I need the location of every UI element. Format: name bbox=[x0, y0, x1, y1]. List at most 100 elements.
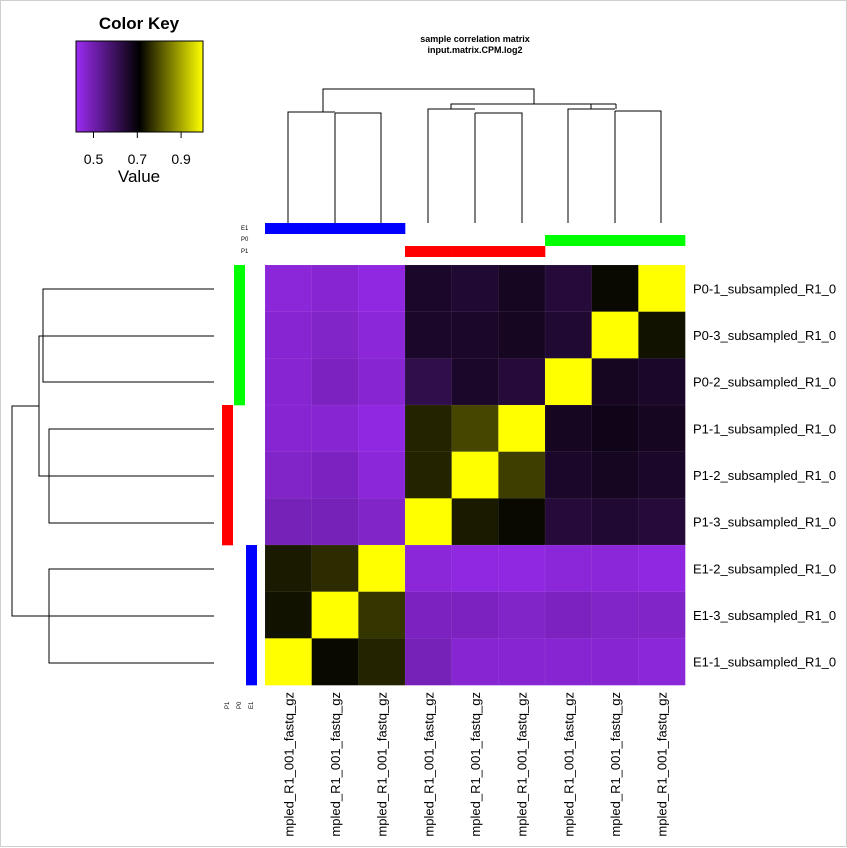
row-label: P0-1_subsampled_R1_0 bbox=[693, 281, 836, 296]
heatmap-cell-r2-c6 bbox=[498, 311, 546, 359]
color-key: Color Key 0.5 0.7 0.9 Value bbox=[75, 14, 204, 186]
column-label: mpled_R1_001_fastq_gz bbox=[375, 692, 390, 837]
heatmap-cell-r3-c8 bbox=[591, 358, 639, 406]
column-label: mpled_R1_001_fastq_gz bbox=[328, 692, 343, 837]
heatmap-cell-r5-c7 bbox=[544, 451, 593, 499]
heatmap-cell-r1-c8 bbox=[591, 264, 639, 313]
heatmap-cell-r2-c4 bbox=[404, 311, 453, 359]
heatmap-cell-r1-c1 bbox=[264, 264, 313, 313]
heatmap-cell-r1-c6 bbox=[498, 264, 546, 313]
row-annotation-p0 bbox=[234, 311, 245, 359]
heatmap-cell-r3-c1 bbox=[264, 358, 313, 406]
heatmap-cell-r4-c8 bbox=[591, 404, 639, 453]
column-annotation-p1 bbox=[451, 246, 499, 257]
heatmap-cell-r9-c8 bbox=[591, 638, 639, 686]
row-annotation-e1 bbox=[246, 638, 257, 686]
column-label: mpled_R1_001_fastq_gz bbox=[608, 692, 623, 837]
row-annotation-p0 bbox=[234, 358, 245, 406]
heatmap-cell-r9-c4 bbox=[404, 638, 453, 686]
row-labels: P0-1_subsampled_R1_0 P0-3_subsampled_R1_0… bbox=[693, 281, 836, 669]
heatmap-cell-r7-c6 bbox=[498, 544, 546, 593]
heatmap-cell-r9-c1 bbox=[264, 638, 313, 686]
heatmap-cell-r6-c2 bbox=[311, 498, 359, 546]
heatmap-cell-r3-c7 bbox=[544, 358, 593, 406]
heatmap-cell-r2-c7 bbox=[544, 311, 593, 359]
heatmap-cell-r7-c8 bbox=[591, 544, 639, 593]
column-annotation-e1 bbox=[311, 223, 359, 234]
heatmap-cell-r7-c4 bbox=[404, 544, 453, 593]
heatmap-cell-r5-c5 bbox=[451, 451, 499, 499]
heatmap-cell-r8-c8 bbox=[591, 591, 639, 639]
heatmap-cell-r7-c1 bbox=[264, 544, 313, 593]
row-annotation-e1 bbox=[246, 545, 257, 592]
annotation-label-rot-e1: E1 bbox=[249, 701, 255, 709]
column-label: mpled_R1_001_fastq_gz bbox=[468, 692, 483, 837]
column-label: mpled_R1_001_fastq_gz bbox=[421, 692, 436, 837]
heatmap-cell-r2-c8 bbox=[591, 311, 639, 359]
heatmap-cell-r1-c9 bbox=[638, 264, 686, 313]
heatmap-cell-r2-c5 bbox=[451, 311, 499, 359]
heatmap-cell-r4-c2 bbox=[311, 404, 359, 453]
row-label: E1-1_subsampled_R1_0 bbox=[693, 655, 836, 670]
annotation-label-rot-p1: P1 bbox=[225, 701, 231, 709]
row-label: P1-2_subsampled_R1_0 bbox=[693, 468, 836, 483]
row-label: P1-1_subsampled_R1_0 bbox=[693, 421, 836, 436]
column-annotation-p1 bbox=[405, 246, 452, 257]
heatmap-cell-r3-c6 bbox=[498, 358, 546, 406]
heatmap-cell-r7-c3 bbox=[358, 544, 406, 593]
heatmap-cell-r3-c3 bbox=[358, 358, 406, 406]
heatmap-cell-r3-c2 bbox=[311, 358, 359, 406]
heatmap-cell-r7-c2 bbox=[311, 544, 359, 593]
row-annotation-bars bbox=[222, 265, 257, 686]
heatmap-cell-r9-c3 bbox=[358, 638, 406, 686]
row-label: P1-3_subsampled_R1_0 bbox=[693, 515, 836, 530]
color-key-axis: 0.5 0.7 0.9 bbox=[76, 131, 203, 167]
row-annotation-p0 bbox=[234, 265, 245, 312]
heatmap-cell-r5-c3 bbox=[358, 451, 406, 499]
annotation-legend-rotated: P1 P0 E1 bbox=[225, 701, 255, 709]
heatmap-cells bbox=[264, 264, 686, 686]
heatmap-cell-r4-c3 bbox=[358, 404, 406, 453]
column-label: mpled_R1_001_fastq_gz bbox=[281, 692, 296, 837]
column-label: mpled_R1_001_fastq_gz bbox=[655, 692, 670, 837]
heatmap-cell-r5-c8 bbox=[591, 451, 639, 499]
row-annotation-e1 bbox=[246, 591, 257, 639]
annotation-legend: E1 P0 P1 bbox=[241, 226, 249, 255]
heatmap-cell-r1-c4 bbox=[404, 264, 453, 313]
column-labels: mpled_R1_001_fastq_gz mpled_R1_001_fastq_… bbox=[281, 692, 669, 837]
heatmap-cell-r9-c5 bbox=[451, 638, 499, 686]
heatmap-cell-r3-c5 bbox=[451, 358, 499, 406]
column-annotation-p0 bbox=[545, 235, 592, 246]
heatmap-cell-r6-c7 bbox=[544, 498, 593, 546]
heatmap-cell-r1-c3 bbox=[358, 264, 406, 313]
column-annotation-p0 bbox=[591, 235, 639, 246]
row-label: E1-3_subsampled_R1_0 bbox=[693, 608, 836, 623]
row-annotation-p1 bbox=[222, 451, 233, 499]
heatmap-cell-r4-c5 bbox=[451, 404, 499, 453]
heatmap-cell-r4-c9 bbox=[638, 404, 686, 453]
column-annotation-e1 bbox=[358, 223, 406, 234]
heatmap-cell-r6-c1 bbox=[264, 498, 313, 546]
color-key-tick-label: 0.5 bbox=[84, 151, 104, 167]
row-label: P0-3_subsampled_R1_0 bbox=[693, 328, 836, 343]
column-label: mpled_R1_001_fastq_gz bbox=[515, 692, 530, 837]
heatmap-cell-r8-c6 bbox=[498, 591, 546, 639]
heatmap-cell-r6-c6 bbox=[498, 498, 546, 546]
heatmap-cell-r8-c7 bbox=[544, 591, 593, 639]
heatmap-cell-r1-c2 bbox=[311, 264, 359, 313]
heatmap-cell-r8-c5 bbox=[451, 591, 499, 639]
heatmap-cell-r9-c6 bbox=[498, 638, 546, 686]
chart-title: sample correlation matrix bbox=[420, 34, 530, 44]
heatmap-cell-r2-c3 bbox=[358, 311, 406, 359]
heatmap-cell-r2-c1 bbox=[264, 311, 313, 359]
column-annotation-bars bbox=[265, 223, 686, 257]
column-dendrogram bbox=[287, 88, 662, 223]
color-key-bar bbox=[75, 40, 204, 133]
heatmap-cell-r1-c7 bbox=[544, 264, 593, 313]
heatmap-cell-r8-c2 bbox=[311, 591, 359, 639]
color-key-tick-label: 0.9 bbox=[171, 151, 191, 167]
heatmap-cell-r7-c7 bbox=[544, 544, 593, 593]
heatmap-cell-r6-c9 bbox=[638, 498, 686, 546]
column-annotation-p1 bbox=[498, 246, 546, 257]
